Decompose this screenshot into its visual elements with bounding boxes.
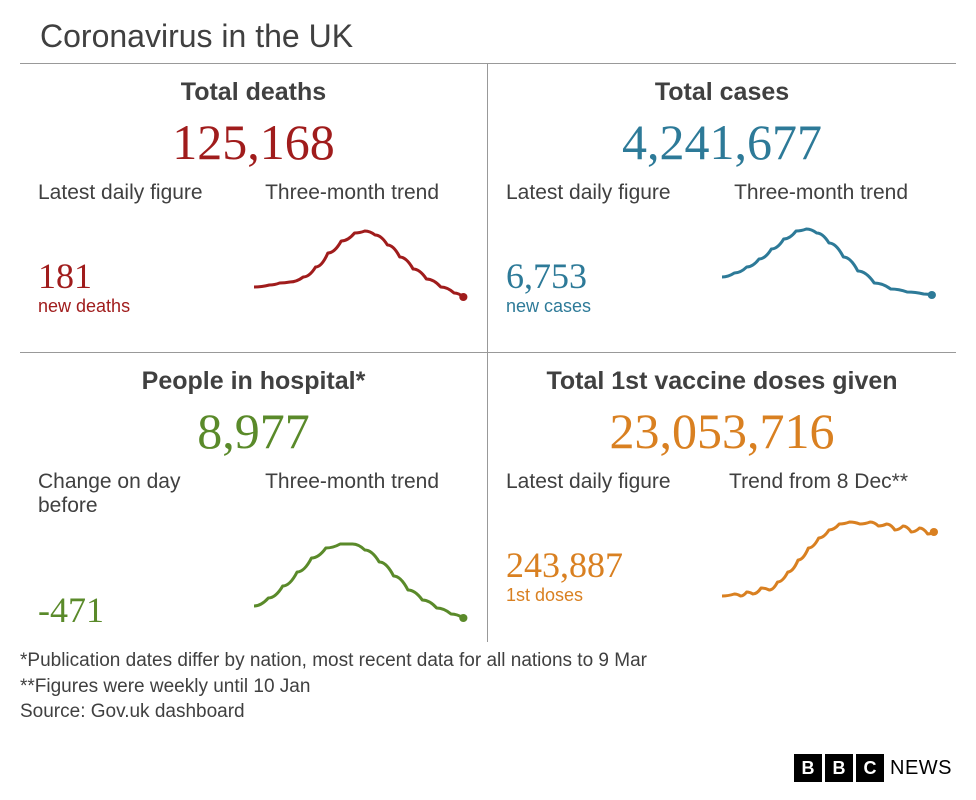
daily-value: -471 <box>38 592 254 630</box>
panel-bottom-row: 243,8871st doses <box>506 516 938 606</box>
sub-labels-row: Latest daily figureTrend from 8 Dec** <box>506 470 938 494</box>
footnotes: *Publication dates differ by nation, mos… <box>20 648 956 725</box>
bbc-news-logo: B B C NEWS <box>794 754 952 782</box>
sub-labels-row: Latest daily figureThree-month trend <box>38 181 469 205</box>
panel-heading: Total deaths <box>38 78 469 107</box>
trend-sparkline <box>722 227 938 317</box>
trend-label: Three-month trend <box>707 181 938 205</box>
stats-grid: Total deaths125,168Latest daily figureTh… <box>20 64 956 642</box>
headline-value: 8,977 <box>38 402 469 460</box>
panel-hospital: People in hospital* 8,977 Change on day be… <box>20 353 488 642</box>
bbc-letter-b1: B <box>794 754 822 782</box>
footnote-2: **Figures were weekly until 10 Jan <box>20 674 956 700</box>
daily-figure-block: 6,753new cases <box>506 258 722 317</box>
panel-cases: Total cases 4,241,677 Latest daily figureT… <box>488 64 956 353</box>
daily-figure-block: -471 <box>38 592 254 630</box>
trend-sparkline <box>254 540 470 630</box>
headline-value: 4,241,677 <box>506 113 938 171</box>
panel-heading: People in hospital* <box>38 367 469 396</box>
daily-figure-block: 181new deaths <box>38 258 254 317</box>
bbc-news-word: NEWS <box>890 757 952 780</box>
daily-value: 181 <box>38 258 254 296</box>
headline-value: 125,168 <box>38 113 469 171</box>
bbc-letter-c: C <box>856 754 884 782</box>
panel-bottom-row: 181new deaths <box>38 227 469 317</box>
trend-label: Three-month trend <box>239 470 470 518</box>
panel-heading: Total 1st vaccine doses given <box>506 367 938 396</box>
sub-labels-row: Latest daily figureThree-month trend <box>506 181 938 205</box>
daily-figure-block: 243,8871st doses <box>506 547 722 606</box>
panel-deaths: Total deaths 125,168 Latest daily figureTh… <box>20 64 488 353</box>
bbc-letter-b2: B <box>825 754 853 782</box>
page-title: Coronavirus in the UK <box>20 0 956 64</box>
daily-figure-label: Change on day before <box>38 470 239 518</box>
daily-caption: new deaths <box>38 296 254 317</box>
panel-vaccines: Total 1st vaccine doses given 23,053,716 L… <box>488 353 956 642</box>
panel-bottom-row: -471 <box>38 540 469 630</box>
sub-labels-row: Change on day beforeThree-month trend <box>38 470 469 518</box>
panel-bottom-row: 6,753new cases <box>506 227 938 317</box>
panel-heading: Total cases <box>506 78 938 107</box>
bbc-blocks: B B C <box>794 754 884 782</box>
headline-value: 23,053,716 <box>506 402 938 460</box>
trend-sparkline <box>722 516 938 606</box>
daily-figure-label: Latest daily figure <box>38 181 239 205</box>
footnote-3: Source: Gov.uk dashboard <box>20 699 956 725</box>
daily-figure-label: Latest daily figure <box>506 181 707 205</box>
daily-figure-label: Latest daily figure <box>506 470 707 494</box>
trend-sparkline <box>254 227 470 317</box>
footnote-1: *Publication dates differ by nation, mos… <box>20 648 956 674</box>
trend-label: Trend from 8 Dec** <box>707 470 938 494</box>
daily-caption: new cases <box>506 296 722 317</box>
daily-value: 243,887 <box>506 547 722 585</box>
trend-label: Three-month trend <box>239 181 470 205</box>
daily-caption: 1st doses <box>506 585 722 606</box>
daily-value: 6,753 <box>506 258 722 296</box>
